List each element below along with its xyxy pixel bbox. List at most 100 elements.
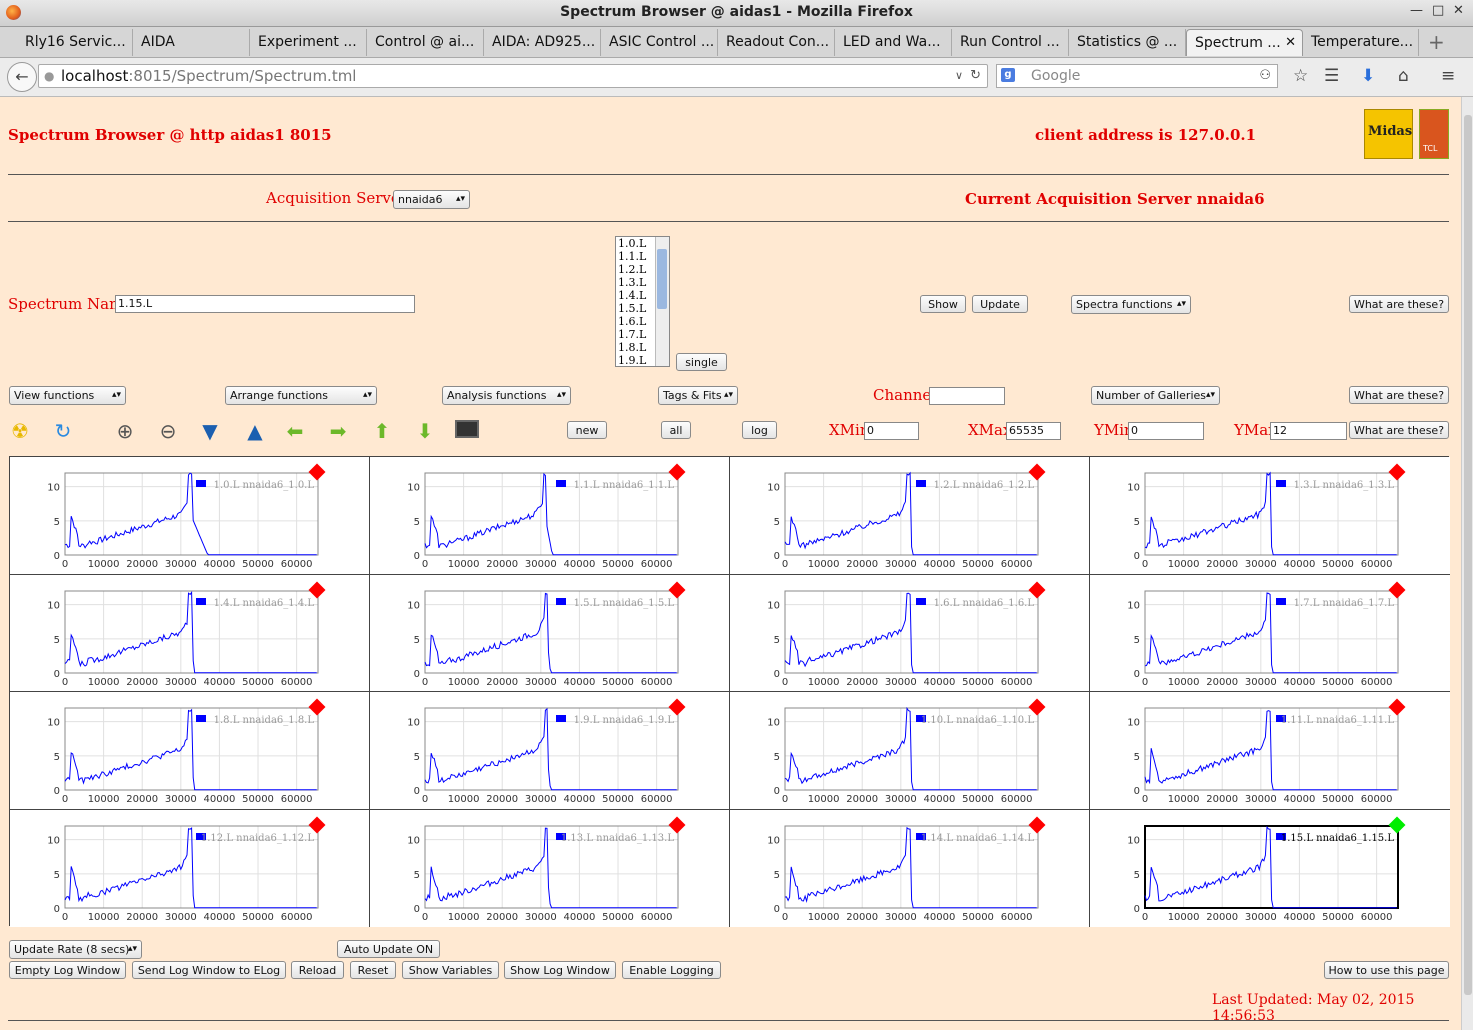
status-diamond-icon[interactable] (1388, 581, 1406, 598)
arrange-functions-select[interactable]: Arrange functions ▴▾ (225, 386, 377, 405)
new-button[interactable]: new (567, 421, 607, 439)
spectrum-plot[interactable]: 0 10000 20000 30000 40000 50000 60000 0 5 10 1.11.… (1090, 692, 1450, 810)
spectrum-panel[interactable]: 0 10000 20000 30000 40000 50000 60000 0 5 10 1.5.L… (370, 574, 730, 692)
tab-experiment[interactable]: Experiment ... (250, 29, 367, 56)
status-diamond-icon[interactable] (308, 463, 326, 481)
spectrum-plot[interactable]: 0 10000 20000 30000 40000 50000 60000 0 5 10 1.0.L… (10, 457, 370, 575)
view-functions-select[interactable]: View functions ▴▾ (9, 386, 126, 405)
expand-down-icon[interactable]: ▼ (202, 419, 218, 443)
empty-log-button[interactable]: Empty Log Window (9, 961, 126, 979)
spectrum-panel[interactable]: 0 10000 20000 30000 40000 50000 60000 0 5 10 1.3.L… (1090, 457, 1450, 575)
new-tab-icon[interactable]: + (1428, 30, 1445, 54)
spectrum-plot[interactable]: 0 10000 20000 30000 40000 50000 60000 0 5 10 1.4.L… (10, 575, 370, 693)
status-diamond-icon[interactable] (668, 698, 686, 716)
list-item[interactable]: 1.4.L (618, 289, 647, 302)
refresh-icon[interactable]: ↻ (54, 419, 72, 443)
back-icon[interactable]: ← (7, 62, 37, 92)
xmax-input[interactable]: 65535 (1006, 422, 1061, 440)
list-item[interactable]: 1.6.L (618, 315, 647, 328)
status-diamond-icon[interactable] (1028, 698, 1046, 716)
list-item[interactable]: 1.1.L (618, 250, 647, 263)
tab-asic-control[interactable]: ASIC Control ... (601, 29, 718, 56)
tab-run-control[interactable]: Run Control ... (952, 29, 1069, 56)
status-diamond-icon[interactable] (308, 698, 326, 716)
download-icon[interactable]: ⬇ (1361, 66, 1376, 86)
status-diamond-icon[interactable] (668, 463, 686, 481)
spectrum-plot[interactable]: 0 10000 20000 30000 40000 50000 60000 0 5 10 1.2.L… (730, 457, 1090, 575)
tab-spectrum[interactable]: Spectrum ... ✕ (1186, 29, 1303, 56)
spectrum-plot[interactable]: 0 10000 20000 30000 40000 50000 60000 0 5 10 1.9.L… (370, 692, 730, 810)
acquisition-server-select[interactable]: nnaida6 ▴▾ (393, 190, 470, 209)
status-diamond-icon[interactable] (668, 816, 686, 833)
show-button[interactable]: Show (920, 295, 966, 313)
right-arrow-icon[interactable]: ➡ (329, 419, 347, 443)
spectrum-panel[interactable]: 0 10000 20000 30000 40000 50000 60000 0 5 10 1.0.L… (10, 457, 370, 575)
up-arrow-icon[interactable]: ⬆ (373, 419, 391, 443)
auto-update-button[interactable]: Auto Update ON (337, 940, 440, 958)
ymax-input[interactable]: 12 (1270, 422, 1347, 440)
spectrum-plot[interactable]: 0 10000 20000 30000 40000 50000 60000 0 5 10 1.13.… (370, 810, 730, 928)
what-are-these-button[interactable]: What are these? (1349, 295, 1449, 313)
maximize-icon[interactable]: □ (1432, 3, 1445, 18)
send-log-button[interactable]: Send Log Window to ELog (132, 961, 286, 979)
update-button[interactable]: Update (972, 295, 1028, 313)
scrollbar-thumb[interactable] (657, 249, 667, 309)
spectrum-panel[interactable]: 0 10000 20000 30000 40000 50000 60000 0 5 10 1.8.L… (10, 692, 370, 810)
list-item[interactable]: 1.2.L (618, 263, 647, 276)
tags-fits-select[interactable]: Tags & Fits ▴▾ (658, 386, 738, 405)
tab-aida-ad925[interactable]: AIDA: AD925... (484, 29, 601, 56)
menu-icon[interactable]: ≡ (1441, 66, 1456, 86)
reload-button[interactable]: Reload (291, 961, 344, 979)
home-icon[interactable]: ⌂ (1398, 66, 1409, 86)
binoculars-icon[interactable]: ⚇ (1259, 68, 1271, 83)
dropdown-icon[interactable]: ∨ (954, 69, 963, 82)
status-diamond-icon[interactable] (1388, 463, 1406, 481)
spectrum-panel[interactable]: 0 10000 20000 30000 40000 50000 60000 0 5 10 1.2.L… (730, 457, 1090, 575)
tab-rly16[interactable]: Rly16 Servic... (17, 29, 133, 56)
spectrum-plot[interactable]: 0 10000 20000 30000 40000 50000 60000 0 5 10 1.10.… (730, 692, 1090, 810)
tab-control[interactable]: Control @ ai... (367, 29, 484, 56)
radiation-icon[interactable]: ☢ (11, 419, 29, 443)
status-diamond-icon[interactable] (308, 581, 326, 598)
zoom-in-icon[interactable]: ⊕ (116, 419, 134, 443)
list-item[interactable]: 1.3.L (618, 276, 647, 289)
what-are-these-button[interactable]: What are these? (1349, 386, 1449, 404)
list-item[interactable]: 1.8.L (618, 341, 647, 354)
expand-up-icon[interactable]: ▲ (247, 419, 263, 443)
status-diamond-icon[interactable] (1028, 581, 1046, 598)
status-diamond-icon[interactable] (1028, 463, 1046, 481)
reload-icon[interactable]: ↻ (970, 68, 981, 83)
close-tab-icon[interactable]: ✕ (1285, 35, 1296, 50)
screen-icon[interactable] (455, 419, 479, 443)
tab-led[interactable]: LED and Wa... (835, 29, 952, 56)
zoom-out-icon[interactable]: ⊖ (159, 419, 177, 443)
how-to-use-button[interactable]: How to use this page (1324, 961, 1449, 979)
spectrum-plot[interactable]: 0 10000 20000 30000 40000 50000 60000 0 5 10 1.15.… (1090, 810, 1450, 928)
spectrum-panel[interactable]: 0 10000 20000 30000 40000 50000 60000 0 5 10 1.6.L… (730, 574, 1090, 693)
tab-temperature[interactable]: Temperature... (1303, 29, 1419, 56)
spectrum-plot[interactable]: 0 10000 20000 30000 40000 50000 60000 0 5 10 1.6.L… (730, 575, 1090, 693)
number-of-galleries-select[interactable]: Number of Galleries ▴▾ (1091, 386, 1220, 405)
show-log-button[interactable]: Show Log Window (504, 961, 616, 979)
scrollbar-thumb[interactable] (1464, 115, 1472, 995)
search-field[interactable]: g Google ⚇ (996, 64, 1278, 88)
single-button[interactable]: single (676, 353, 727, 371)
down-arrow-icon[interactable]: ⬇ (416, 419, 434, 443)
list-item[interactable]: 1.5.L (618, 302, 647, 315)
bookmark-star-icon[interactable]: ☆ (1293, 66, 1309, 86)
spectrum-listbox[interactable]: 1.0.L 1.1.L 1.2.L 1.3.L 1.4.L 1.5.L 1.6.… (615, 236, 670, 367)
spectrum-panel[interactable]: 0 10000 20000 30000 40000 50000 60000 0 5 10 1.7.L… (1090, 574, 1450, 692)
spectrum-panel[interactable]: 0 10000 20000 30000 40000 50000 60000 0 5 10 1.1.L… (370, 457, 730, 575)
update-rate-select[interactable]: Update Rate (8 secs) ▴▾ (9, 940, 142, 959)
list-item[interactable]: 1.9.L (618, 354, 647, 367)
list-item[interactable]: 1.0.L (618, 237, 647, 250)
listbox-scrollbar[interactable] (655, 237, 669, 366)
spectrum-panel[interactable]: 0 10000 20000 30000 40000 50000 60000 0 5 10 1.15.… (1090, 809, 1450, 928)
enable-logging-button[interactable]: Enable Logging (622, 961, 721, 979)
spectrum-panel[interactable]: 0 10000 20000 30000 40000 50000 60000 0 5 10 1.13.… (370, 809, 730, 928)
spectrum-panel[interactable]: 0 10000 20000 30000 40000 50000 60000 0 5 10 1.10.… (730, 692, 1090, 810)
url-field[interactable]: localhost:8015/Spectrum/Spectrum.tml ● ∨… (38, 64, 988, 88)
spectrum-plot[interactable]: 0 10000 20000 30000 40000 50000 60000 0 5 10 1.1.L… (370, 457, 730, 575)
spectra-functions-select[interactable]: Spectra functions ▴▾ (1071, 295, 1191, 314)
analysis-functions-select[interactable]: Analysis functions ▴▾ (442, 386, 571, 405)
